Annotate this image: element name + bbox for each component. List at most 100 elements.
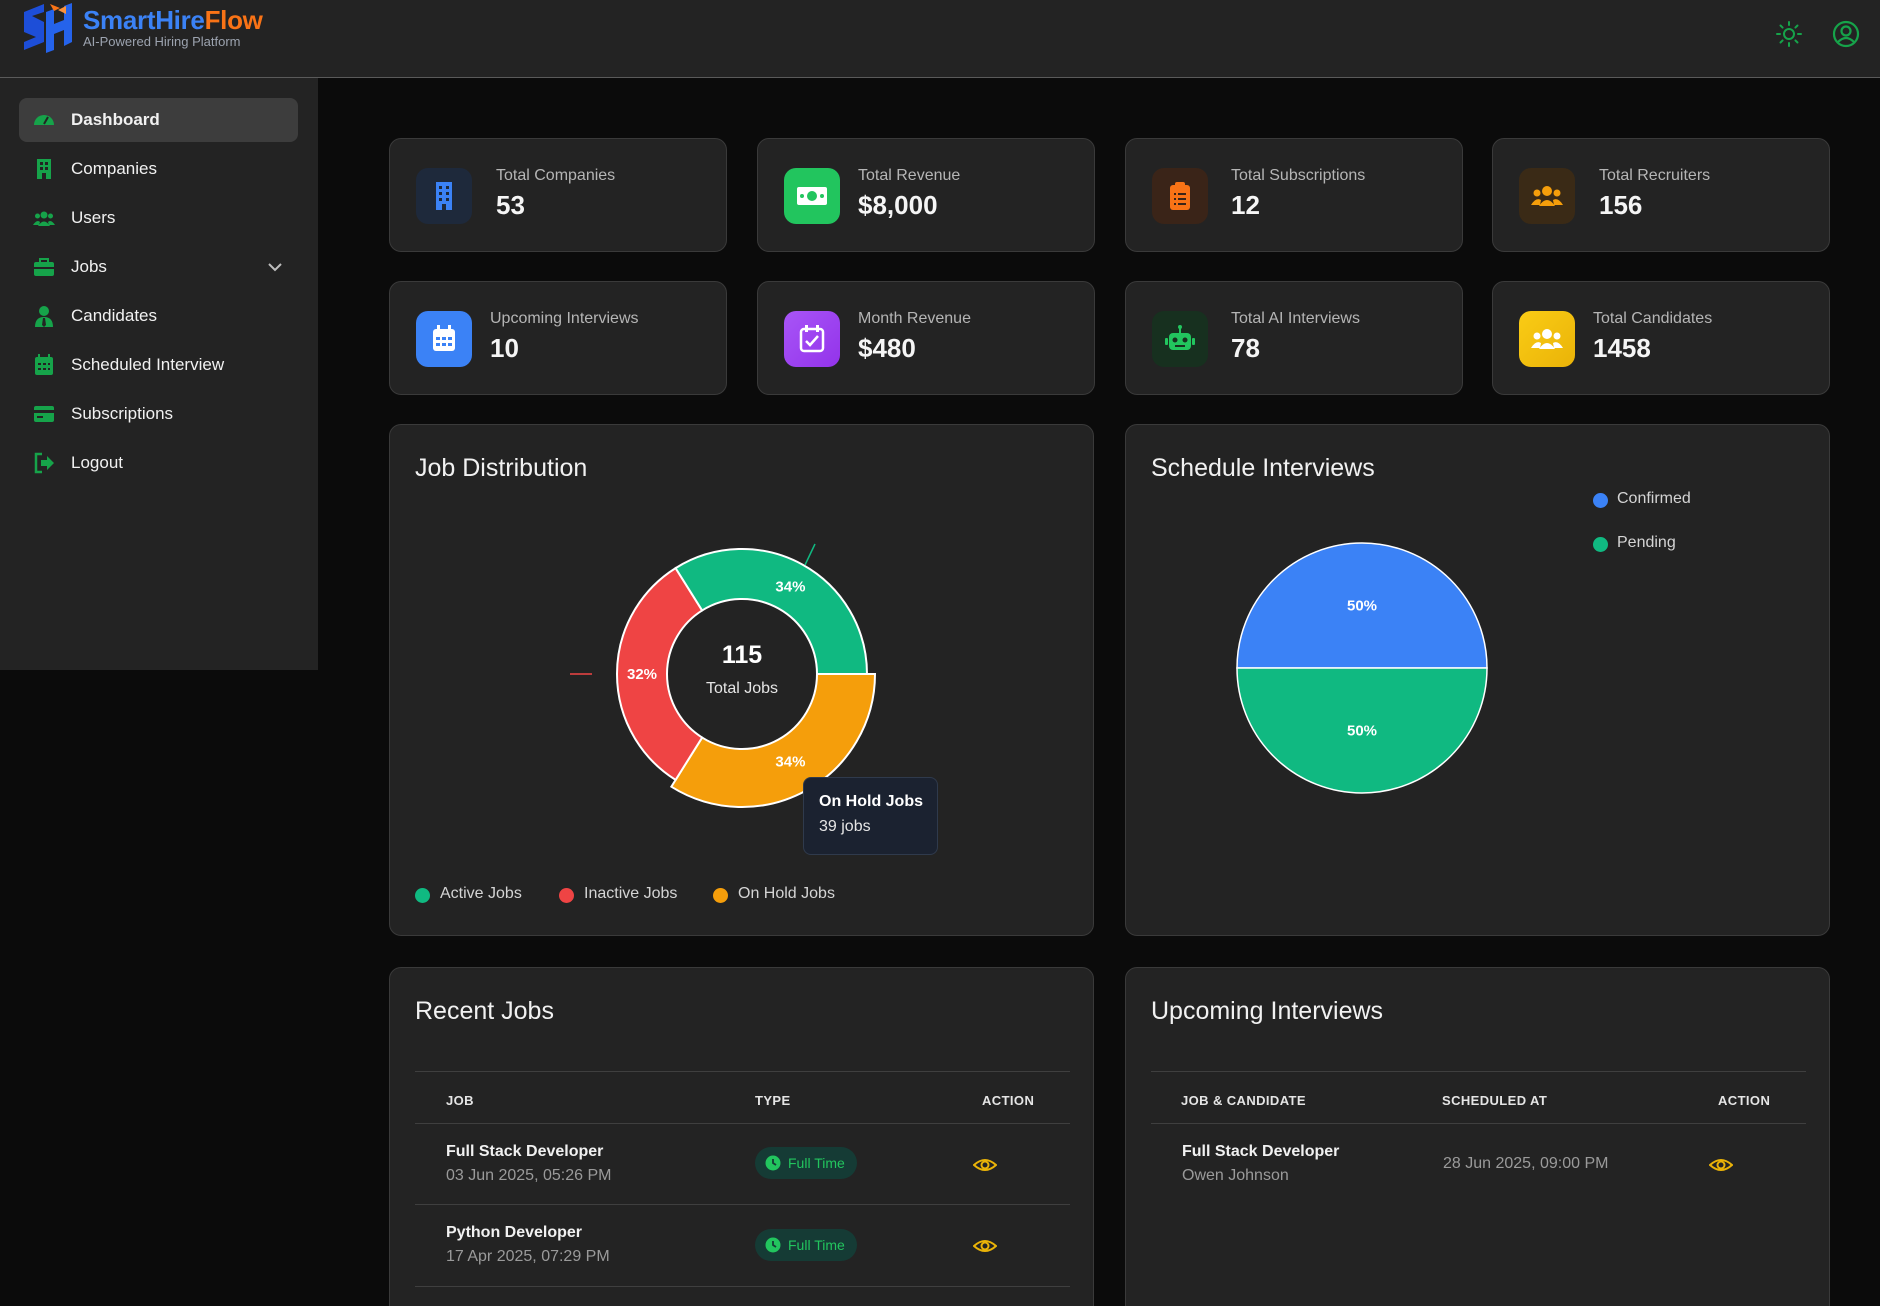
stat-label: Total Recruiters: [1599, 167, 1711, 184]
stat-label: Total Companies: [496, 167, 616, 184]
stat-label: Upcoming Interviews: [490, 310, 639, 327]
donut-center-value: 115: [722, 641, 762, 669]
top-header: SmartHireFlow AI-Powered Hiring Platform: [0, 0, 1880, 78]
pie-slice-label: 50%: [1347, 598, 1377, 615]
stat-value: $8,000: [858, 190, 938, 220]
briefcase-icon: [34, 258, 54, 276]
users-icon: [1519, 311, 1575, 367]
chart-tooltip: On Hold Jobs 39 jobs: [803, 777, 938, 855]
donut-leader-line: [804, 543, 816, 566]
sidebar-item-logout[interactable]: Logout: [19, 441, 298, 485]
donut-center-label: Total Jobs: [706, 680, 778, 697]
donut-slice-on-hold-jobs[interactable]: [669, 673, 877, 808]
column-header-type[interactable]: TYPE: [755, 1093, 791, 1108]
chevron-down-icon[interactable]: [266, 258, 284, 276]
job-date: 17 Apr 2025, 07:29 PM: [446, 1248, 610, 1265]
money-icon: [784, 168, 840, 224]
legend-item-pending[interactable]: Pending: [1617, 534, 1676, 551]
stat-label: Month Revenue: [858, 310, 971, 327]
legend-dot-on-hold-jobs: [713, 888, 728, 903]
sidebar-item-label: Jobs: [71, 257, 107, 276]
clock-icon: [765, 1237, 781, 1253]
stat-value: 53: [496, 190, 525, 220]
table-divider: [415, 1123, 1070, 1124]
logout-icon: [34, 452, 54, 474]
robot-icon: [1152, 311, 1208, 367]
sidebar-item-label: Subscriptions: [71, 404, 174, 423]
clipboard-icon: [1152, 168, 1208, 224]
column-header-action[interactable]: ACTION: [982, 1093, 1035, 1108]
users-icon: [33, 211, 55, 226]
sidebar-item-companies[interactable]: Companies: [19, 147, 298, 191]
sidebar-item-jobs[interactable]: Jobs: [19, 245, 298, 289]
donut-slice-inactive-jobs[interactable]: [616, 566, 704, 782]
stat-card-total-subscriptions: Total Subscriptions 12: [1125, 138, 1463, 252]
column-header-job-candidate[interactable]: JOB & CANDIDATE: [1181, 1093, 1306, 1108]
eye-icon[interactable]: [1709, 1153, 1733, 1177]
column-header-action[interactable]: ACTION: [1718, 1093, 1771, 1108]
stat-card-total-candidates: Total Candidates 1458: [1492, 281, 1830, 395]
panel-title: Job Distribution: [415, 454, 588, 482]
column-header-job[interactable]: JOB: [446, 1093, 474, 1108]
schedule-interviews-pie-chart: 50% 50%: [1236, 542, 1488, 794]
donut-slice-label: 34%: [775, 579, 805, 596]
donut-slice-active-jobs[interactable]: [674, 548, 869, 675]
job-distribution-donut-chart: 34% 32% 34% 115 Total Jobs: [570, 543, 877, 808]
panel-title: Upcoming Interviews: [1151, 997, 1384, 1025]
legend-dot-inactive-jobs: [559, 888, 574, 903]
upcoming-interviews-panel: Upcoming Interviews JOB & CANDIDATE SCHE…: [1125, 967, 1830, 1306]
stat-value: 1458: [1593, 333, 1651, 363]
legend-item-confirmed[interactable]: Confirmed: [1617, 490, 1691, 507]
calendar-check-icon: [784, 311, 840, 367]
brand-tagline: AI-Powered Hiring Platform: [83, 34, 241, 49]
sidebar-item-label: Companies: [71, 159, 157, 178]
pie-slice-pending[interactable]: [1236, 667, 1488, 794]
smarthireflow-logo-icon: [24, 3, 72, 53]
sidebar-item-label: Logout: [71, 453, 123, 472]
pie-slice-label: 50%: [1347, 723, 1377, 740]
pie-slice-confirmed[interactable]: [1236, 542, 1488, 669]
legend-item-inactive-jobs[interactable]: Inactive Jobs: [584, 885, 678, 902]
sidebar-item-candidates[interactable]: Candidates: [19, 294, 298, 338]
stat-value: 12: [1231, 190, 1260, 220]
sun-icon[interactable]: [1774, 19, 1804, 49]
tooltip-text: 39 jobs: [819, 818, 871, 835]
stat-card-total-ai-interviews: Total AI Interviews 78: [1125, 281, 1463, 395]
building-icon: [37, 159, 51, 179]
stat-card-upcoming-interviews: Upcoming Interviews 10: [389, 281, 727, 395]
eye-icon[interactable]: [973, 1234, 997, 1258]
eye-icon[interactable]: [973, 1153, 997, 1177]
donut-slice-label: 32%: [627, 666, 657, 683]
sidebar-item-scheduled-interview[interactable]: Scheduled Interview: [19, 343, 298, 387]
building-icon: [416, 168, 472, 224]
calendar-icon: [416, 311, 472, 367]
calendar-icon: [35, 354, 53, 375]
user-tie-icon: [35, 306, 53, 327]
stat-value: 10: [490, 333, 519, 363]
donut-slice-label: 34%: [775, 753, 805, 770]
sidebar-item-label: Scheduled Interview: [71, 355, 225, 374]
table-divider: [415, 1071, 1070, 1072]
sidebar-item-label: Dashboard: [71, 110, 160, 129]
legend-item-on-hold-jobs[interactable]: On Hold Jobs: [738, 885, 835, 902]
sidebar-item-users[interactable]: Users: [19, 196, 298, 240]
sidebar: Dashboard Companies Users Jobs Candidate…: [0, 78, 318, 670]
sidebar-item-subscriptions[interactable]: Subscriptions: [19, 392, 298, 436]
legend-dot-pending: [1593, 537, 1608, 552]
stat-value: 156: [1599, 190, 1643, 220]
stat-card-month-revenue: Month Revenue $480: [757, 281, 1095, 395]
user-circle-icon[interactable]: [1831, 19, 1861, 49]
brand-name[interactable]: SmartHireFlow: [83, 5, 263, 35]
table-divider: [415, 1204, 1070, 1205]
stat-label: Total Subscriptions: [1231, 167, 1366, 184]
job-title: Python Developer: [446, 1224, 583, 1241]
recent-jobs-panel: Recent Jobs JOB TYPE ACTION Full Stack D…: [389, 967, 1094, 1306]
sidebar-item-label: Candidates: [71, 306, 158, 325]
legend-item-active-jobs[interactable]: Active Jobs: [440, 885, 522, 902]
table-divider: [1151, 1071, 1806, 1072]
column-header-scheduled-at[interactable]: SCHEDULED AT: [1442, 1093, 1548, 1108]
panel-title: Recent Jobs: [415, 997, 554, 1025]
sidebar-item-dashboard[interactable]: Dashboard: [19, 98, 298, 142]
stat-label: Total AI Interviews: [1231, 310, 1360, 327]
stat-label: Total Revenue: [858, 167, 961, 184]
